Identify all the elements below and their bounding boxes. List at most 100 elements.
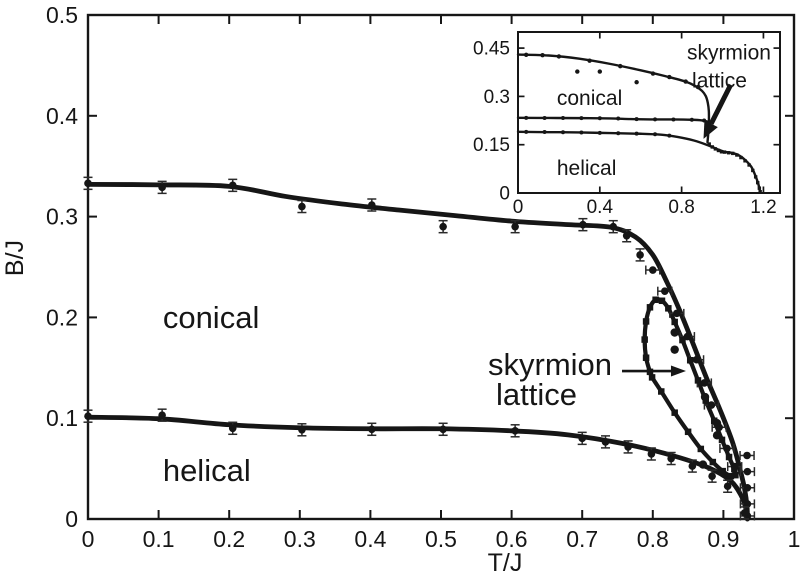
data-point-square (758, 190, 762, 194)
data-point-circle (712, 419, 722, 428)
data-point-square (757, 186, 762, 190)
data-point-square (753, 175, 758, 179)
data-point-circle (578, 434, 586, 443)
annotation-skyrmion-line1: skyrmion (687, 41, 771, 64)
data-point-circle (671, 117, 676, 122)
data-point-square (719, 467, 726, 475)
data-point-square (743, 159, 747, 163)
y-tick-label: 0.3 (46, 204, 78, 230)
data-point-square (731, 151, 735, 156)
data-point-circle (84, 179, 92, 188)
data-point-square (756, 180, 760, 185)
data-point-square (686, 356, 694, 364)
data-point-circle (670, 345, 679, 354)
y-tick-label: 0.2 (46, 304, 78, 330)
data-point-circle (575, 69, 580, 74)
data-point-circle (743, 500, 752, 508)
y-tick-label: 0.4 (46, 103, 78, 129)
data-point-circle (692, 355, 701, 364)
data-point-circle (579, 130, 584, 135)
data-point-circle (560, 116, 565, 121)
x-tick-label: 0.2 (213, 526, 245, 552)
data-point-circle (158, 411, 166, 419)
data-point-square (710, 145, 715, 149)
data-point-square (718, 436, 726, 444)
data-point-circle (673, 309, 681, 318)
data-point-circle (708, 472, 716, 480)
markers-inset-upper-data (523, 52, 701, 90)
data-point-square (726, 151, 731, 155)
data-point-circle (597, 130, 602, 135)
data-point-circle (647, 450, 656, 458)
data-point-circle (700, 392, 710, 402)
data-point-square (671, 409, 678, 416)
data-point-circle (723, 444, 731, 453)
y-tick-label: 0.45 (473, 39, 510, 60)
y-tick-label: 0 (65, 506, 78, 532)
data-point-circle (228, 424, 237, 433)
data-point-circle (698, 460, 708, 469)
data-point-circle (667, 74, 672, 80)
x-tick-label: 1.2 (750, 197, 776, 218)
data-point-circle (298, 202, 306, 211)
annotation-skyrmion-line2: lattice (496, 377, 577, 412)
data-point-square (671, 318, 678, 326)
data-point-circle (439, 222, 447, 231)
y-tick-label: 0.3 (484, 87, 510, 108)
data-point-square (658, 297, 666, 305)
data-point-circle (597, 69, 603, 74)
data-point-circle (740, 509, 749, 517)
inset-skyrmion-arrow-head (703, 120, 718, 139)
y-tick-label: 0.5 (46, 2, 78, 28)
x-tick-label: 0.4 (354, 526, 386, 552)
data-point-circle (524, 115, 529, 120)
data-point-square (731, 465, 738, 473)
markers-pocket-interior-data (670, 328, 722, 469)
phase-label-conical: conical (557, 87, 622, 110)
x-axis-title: T/J (488, 549, 523, 577)
data-point-circle (579, 116, 584, 121)
data-point-circle (228, 181, 237, 190)
data-point-circle (712, 431, 722, 440)
x-tick-label: 0.4 (587, 197, 614, 218)
data-point-square (739, 155, 743, 160)
data-point-square (722, 150, 727, 154)
data-point-circle (624, 443, 632, 451)
x-tick-label: 0.7 (566, 526, 598, 552)
data-point-square (713, 147, 718, 151)
data-point-circle (601, 438, 610, 446)
data-point-square (697, 445, 705, 453)
data-point-circle (649, 266, 657, 274)
annotation-skyrmion-line1: skyrmion (488, 347, 612, 382)
data-point-square (658, 388, 665, 395)
y-tick-label: 0.1 (46, 405, 78, 431)
curve-conical-paramagnetic-boundary (85, 181, 750, 522)
data-point-circle (524, 129, 529, 134)
data-point-circle (511, 427, 519, 435)
x-tick-label: 0 (82, 526, 95, 552)
x-tick-label: 0.8 (637, 526, 669, 552)
data-point-circle (609, 222, 618, 231)
data-point-square (727, 472, 735, 480)
annotation-skyrmion-line2: lattice (692, 69, 747, 92)
data-point-circle (650, 71, 656, 76)
data-point-circle (368, 201, 376, 209)
data-point-circle (158, 183, 166, 192)
phase-label-helical: helical (557, 157, 617, 180)
markers-upper-boundary-data (83, 176, 645, 262)
data-point-square (694, 377, 702, 384)
data-point-circle (670, 328, 679, 337)
data-point-square (679, 336, 686, 344)
data-point-circle (542, 130, 547, 135)
data-point-circle (616, 131, 621, 136)
data-point-circle (688, 462, 697, 470)
data-point-circle (743, 467, 752, 476)
data-point-circle (700, 379, 709, 387)
data-point-circle (587, 58, 592, 63)
markers-lower-boundary-data (83, 408, 750, 520)
inset-skyrmion-arrow-shaft (708, 83, 733, 125)
data-point-circle (556, 54, 562, 59)
data-point-circle (636, 251, 644, 259)
